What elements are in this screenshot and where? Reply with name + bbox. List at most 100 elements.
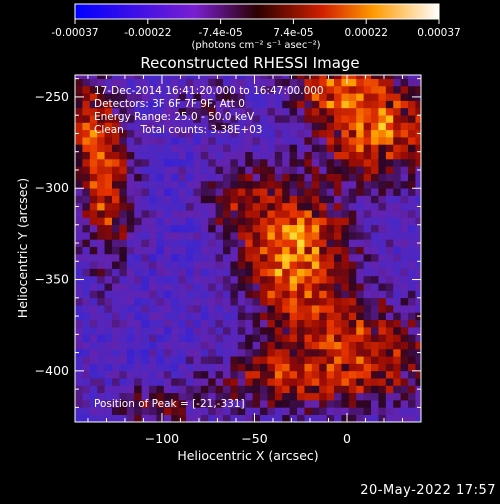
heatmap-cell (230, 392, 239, 401)
heatmap-cell (134, 385, 142, 394)
y-tick-label: −400 (35, 363, 69, 378)
heatmap-cell (89, 78, 98, 87)
heatmap-cell (311, 341, 320, 350)
heatmap-cell (186, 305, 194, 313)
heatmap-cell (297, 137, 305, 145)
heatmap-cell (289, 202, 298, 211)
heatmap-cell (311, 319, 320, 328)
heatmap-cell (252, 107, 261, 116)
heatmap-cell (82, 275, 91, 284)
heatmap-cell (348, 232, 357, 240)
heatmap-cell (363, 129, 372, 138)
heatmap-cell (237, 232, 246, 240)
heatmap-cell (126, 115, 135, 123)
heatmap-cell (134, 414, 142, 422)
heatmap-cell (134, 378, 142, 386)
heatmap-cell (297, 297, 305, 306)
heatmap-cell (112, 327, 120, 335)
heatmap-cell (260, 122, 268, 131)
heatmap-cell (134, 137, 142, 145)
heatmap-cell (149, 370, 157, 379)
heatmap-cell (104, 392, 113, 401)
heatmap-cell (356, 334, 364, 342)
heatmap-cell (119, 283, 128, 291)
heatmap-cell (149, 261, 157, 269)
heatmap-cell (104, 348, 113, 357)
heatmap-cell (178, 115, 187, 123)
heatmap-cell (326, 327, 335, 335)
heatmap-cell (371, 195, 379, 204)
heatmap-cell (171, 144, 179, 153)
heatmap-cell (223, 348, 231, 357)
heatmap-cell (230, 78, 239, 87)
heatmap-cell (334, 348, 342, 357)
heatmap-cell (89, 129, 98, 138)
heatmap-cell (163, 385, 172, 394)
heatmap-cell (230, 232, 239, 240)
heatmap-cell (149, 224, 157, 233)
heatmap-cell (237, 129, 246, 138)
colorbar-tick-label: -0.00022 (124, 27, 171, 39)
annotation-detectors: Detectors: 3F 6F 7F 9F, Att 0 (94, 98, 245, 110)
heatmap-cell (319, 137, 327, 145)
heatmap-cell (378, 210, 387, 218)
heatmap-cell (385, 261, 394, 269)
heatmap-cell (363, 173, 372, 182)
heatmap-cell (223, 137, 231, 145)
heatmap-cell (415, 261, 421, 269)
heatmap-cell (171, 414, 179, 422)
heatmap-cell (200, 392, 209, 401)
heatmap-cell (415, 232, 421, 240)
heatmap-cell (371, 356, 379, 364)
heatmap-cell (371, 232, 379, 240)
heatmap-cell (385, 356, 394, 364)
heatmap-cell (75, 78, 83, 87)
heatmap-cell (141, 341, 150, 350)
heatmap-cell (297, 78, 305, 87)
heatmap-cell (311, 363, 320, 372)
heatmap-cell (341, 180, 350, 189)
heatmap-cell (141, 115, 150, 123)
heatmap-cell (215, 275, 224, 284)
heatmap-cell (178, 261, 187, 269)
heatmap-cell (341, 297, 350, 306)
heatmap-cell (282, 283, 290, 291)
heatmap-cell (134, 239, 142, 247)
heatmap-cell (156, 217, 165, 226)
heatmap-cell (134, 275, 142, 284)
heatmap-cell (415, 75, 421, 79)
heatmap-cell (378, 180, 387, 189)
heatmap-cell (334, 85, 342, 94)
heatmap-cell (141, 312, 150, 321)
heatmap-cell (260, 210, 268, 218)
heatmap-cell (252, 85, 261, 94)
heatmap-cell (371, 392, 379, 401)
heatmap-cell (363, 188, 372, 196)
heatmap-cell (104, 75, 113, 79)
heatmap-cell (171, 151, 179, 160)
heatmap-cell (215, 239, 224, 247)
heatmap-cell (75, 319, 83, 328)
heatmap-cell (319, 100, 327, 109)
heatmap-cell (393, 173, 401, 182)
heatmap-cell (112, 151, 120, 160)
heatmap-cell (289, 305, 298, 313)
heatmap-cell (393, 275, 401, 284)
heatmap-cell (289, 210, 298, 218)
heatmap-cell (297, 370, 305, 379)
heatmap-cell (237, 297, 246, 306)
heatmap-cell (97, 85, 105, 94)
heatmap-cell (186, 400, 194, 408)
heatmap-cell (186, 85, 194, 94)
heatmap-cell (200, 137, 209, 145)
heatmap-cell (334, 370, 342, 379)
heatmap-cell (75, 407, 83, 415)
heatmap-cell (363, 78, 372, 87)
heatmap-cell (348, 327, 357, 335)
heatmap-cell (356, 107, 364, 116)
heatmap-cell (208, 246, 216, 255)
heatmap-cell (282, 202, 290, 211)
heatmap-cell (289, 334, 298, 342)
heatmap-cell (208, 239, 216, 247)
heatmap-cell (186, 224, 194, 233)
